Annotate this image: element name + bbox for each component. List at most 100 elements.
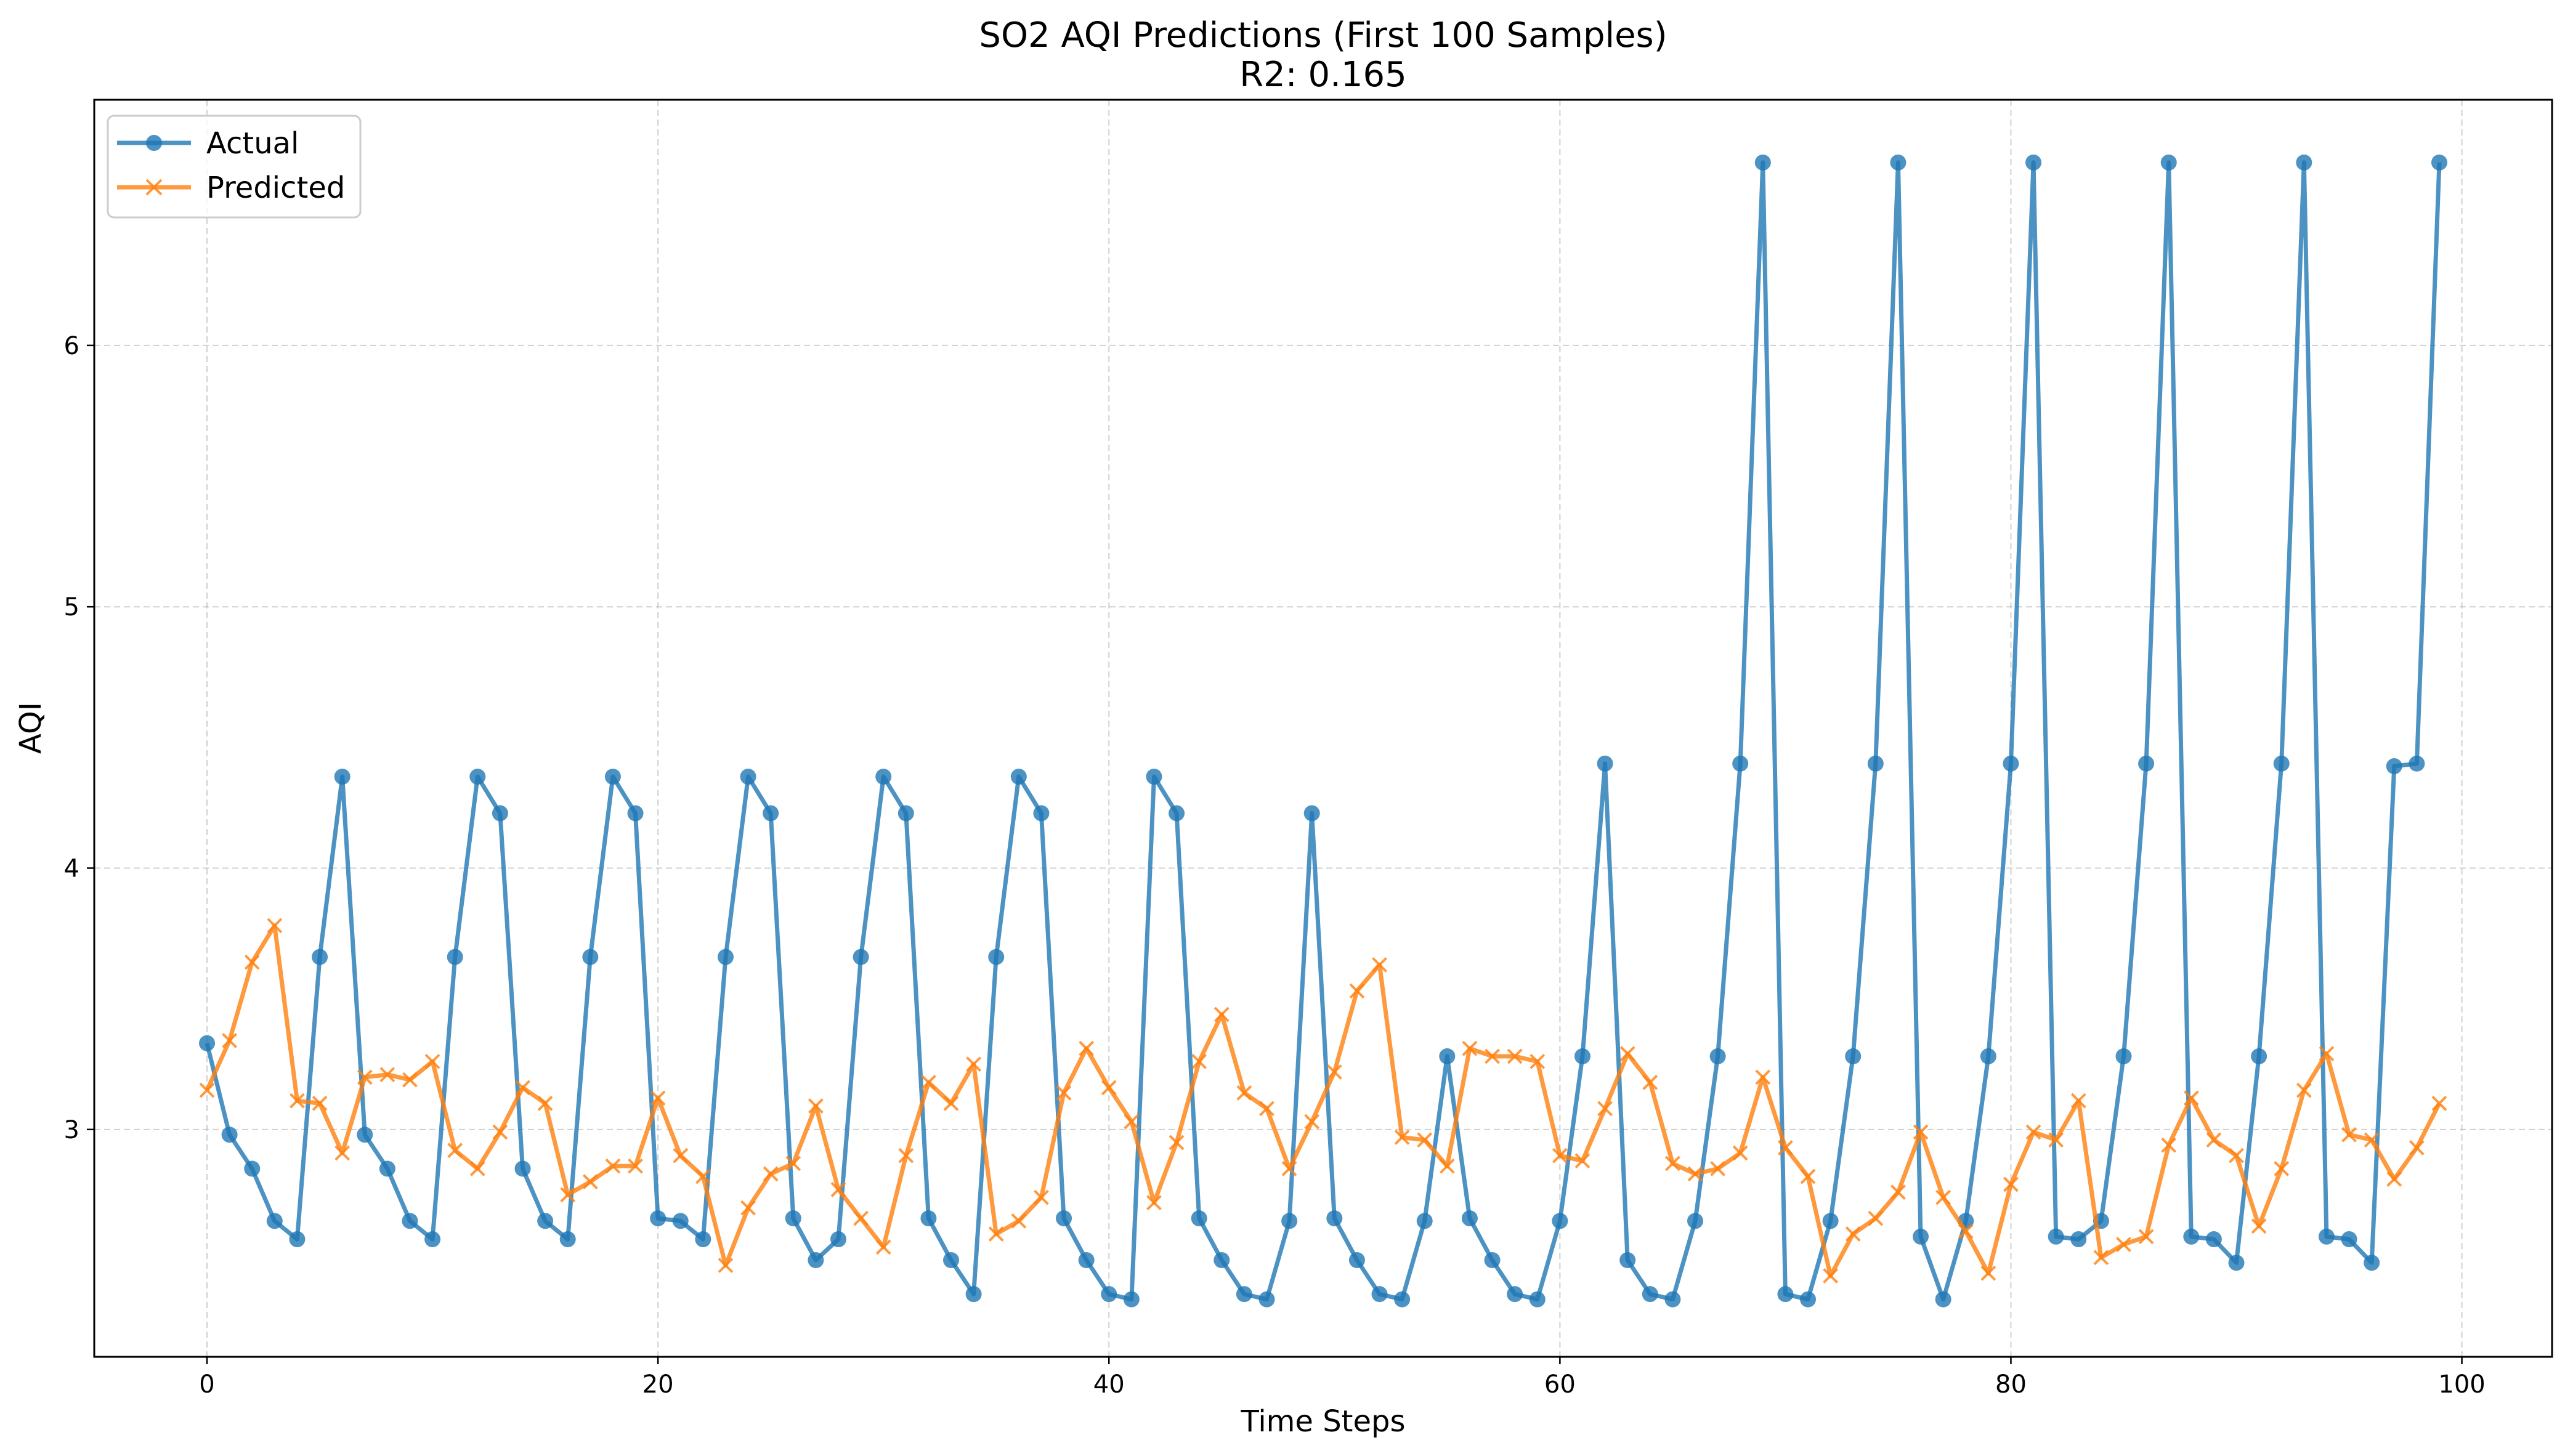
data-point-actual (1552, 1213, 1568, 1229)
data-point-actual (1913, 1228, 1929, 1245)
data-point-predicted (1462, 1040, 1478, 1056)
data-point-actual (1169, 805, 1185, 822)
x-tick-label: 80 (1995, 1370, 2027, 1399)
chart-subtitle: R2: 0.165 (1239, 55, 1407, 95)
data-point-actual (1980, 1048, 1996, 1065)
data-point-actual (2160, 154, 2177, 171)
data-point-actual (2070, 1231, 2087, 1248)
data-point-actual (537, 1213, 554, 1229)
data-point-actual (1010, 769, 1027, 785)
data-point-actual (221, 1126, 238, 1143)
data-point-predicted (1417, 1132, 1433, 1148)
x-axis-label: Time Steps (1240, 1404, 1405, 1439)
data-point-predicted (2003, 1176, 2019, 1192)
data-point-actual (1642, 1286, 1658, 1303)
data-point-actual (2296, 154, 2312, 171)
data-point-predicted (334, 1145, 351, 1161)
data-point-predicted (1530, 1054, 1546, 1069)
data-point-predicted (2048, 1132, 2064, 1148)
data-point-actual (1236, 1286, 1252, 1303)
data-point-actual (1529, 1291, 1546, 1308)
data-point-actual (1461, 1210, 1478, 1227)
data-point-predicted (808, 1098, 824, 1114)
data-point-actual (875, 769, 892, 785)
data-point-actual (1664, 1291, 1681, 1308)
data-point-actual (1123, 1291, 1140, 1308)
x-tick-label: 20 (642, 1370, 674, 1399)
data-point-actual (2273, 755, 2290, 772)
data-point-actual (514, 1160, 531, 1177)
data-point-actual (379, 1160, 395, 1177)
data-point-actual (2386, 758, 2402, 775)
y-tick-label: 3 (64, 1116, 79, 1144)
data-point-actual (312, 948, 328, 965)
data-point-actual (1281, 1213, 1298, 1229)
data-point-predicted (2409, 1140, 2425, 1155)
data-point-predicted (2386, 1171, 2402, 1187)
data-point-actual (2003, 755, 2019, 772)
data-point-actual (672, 1213, 689, 1229)
data-point-actual (199, 1035, 216, 1051)
data-point-predicted (966, 1056, 982, 1072)
data-point-predicted (515, 1080, 530, 1096)
data-point-actual (2318, 1228, 2335, 1245)
data-point-actual (920, 1210, 937, 1227)
data-point-predicted (379, 1067, 395, 1083)
y-axis-label: AQI (14, 702, 48, 754)
data-point-actual (2048, 1228, 2064, 1245)
data-point-predicted (1349, 983, 1365, 999)
data-point-predicted (943, 1095, 959, 1111)
data-point-predicted (537, 1095, 553, 1111)
data-point-actual (1845, 1048, 1862, 1065)
data-point-predicted (1169, 1134, 1185, 1151)
data-point-actual (2205, 1231, 2222, 1248)
data-point-actual (1935, 1291, 1951, 1308)
ticks: 0 20 40 60 80 100 3 4 5 6 (64, 332, 2486, 1399)
data-point-actual (2341, 1231, 2357, 1248)
data-point-predicted (1777, 1140, 1793, 1155)
x-tick-label: 0 (199, 1370, 214, 1399)
chart-title: SO2 AQI Predictions (First 100 Samples) (979, 15, 1667, 55)
data-point-predicted (199, 1082, 215, 1098)
plot-frame (93, 99, 2553, 1358)
data-point-predicted (244, 954, 260, 970)
data-point-actual (1484, 1252, 1501, 1268)
data-point-predicted (785, 1155, 801, 1171)
data-point-predicted (1980, 1265, 1996, 1281)
data-point-actual (1822, 1213, 1839, 1229)
data-point-predicted (1732, 1145, 1748, 1161)
data-point-predicted (763, 1166, 779, 1182)
data-point-predicted (2274, 1161, 2290, 1176)
data-point-predicted (1485, 1048, 1500, 1064)
data-point-predicted (695, 1168, 711, 1184)
data-point-predicted (988, 1226, 1004, 1242)
data-point-predicted (1935, 1189, 1951, 1205)
data-point-predicted (1191, 1054, 1207, 1069)
data-point-predicted (560, 1187, 576, 1203)
data-point-actual (830, 1231, 846, 1248)
y-tick-label: 6 (64, 332, 79, 360)
legend-marker-actual (146, 135, 162, 151)
data-point-actual (1371, 1286, 1388, 1303)
data-point-predicted (2025, 1124, 2041, 1140)
data-point-predicted (2116, 1237, 2131, 1252)
data-point-predicted (1259, 1101, 1274, 1117)
data-point-predicted (2296, 1082, 2312, 1098)
data-point-predicted (1574, 1153, 1590, 1169)
data-point-actual (447, 948, 463, 965)
data-point-predicted (2341, 1126, 2357, 1143)
data-point-predicted (1890, 1184, 1906, 1200)
data-point-actual (1078, 1252, 1095, 1268)
data-point-predicted (1958, 1223, 1974, 1239)
data-point-actual (1326, 1210, 1343, 1227)
data-point-predicted (1507, 1048, 1523, 1064)
data-point-predicted (2206, 1132, 2222, 1148)
data-point-predicted (628, 1158, 643, 1174)
data-point-predicted (1664, 1155, 1680, 1171)
data-point-predicted (582, 1174, 598, 1190)
data-point-predicted (1304, 1114, 1320, 1130)
data-point-predicted (875, 1239, 891, 1255)
data-point-actual (1191, 1210, 1207, 1227)
y-tick-label: 4 (64, 855, 79, 883)
